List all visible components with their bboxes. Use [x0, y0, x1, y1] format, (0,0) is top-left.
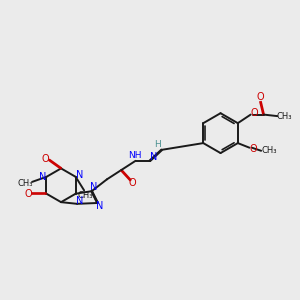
- Text: O: O: [250, 108, 258, 118]
- Text: CH₃: CH₃: [276, 112, 292, 121]
- Text: N: N: [76, 170, 83, 180]
- Text: O: O: [249, 144, 257, 154]
- Text: O: O: [25, 189, 32, 199]
- Text: O: O: [257, 92, 264, 102]
- Text: N: N: [91, 182, 98, 193]
- Text: CH₃: CH₃: [18, 179, 33, 188]
- Text: H: H: [154, 140, 160, 149]
- Text: N: N: [96, 201, 104, 211]
- Text: CH₃: CH₃: [261, 146, 277, 155]
- Text: O: O: [128, 178, 136, 188]
- Text: N: N: [150, 152, 157, 161]
- Text: NH: NH: [128, 151, 142, 160]
- Text: N: N: [76, 196, 84, 206]
- Text: O: O: [42, 154, 50, 164]
- Text: N: N: [39, 172, 46, 182]
- Text: CH₃: CH₃: [78, 191, 93, 200]
